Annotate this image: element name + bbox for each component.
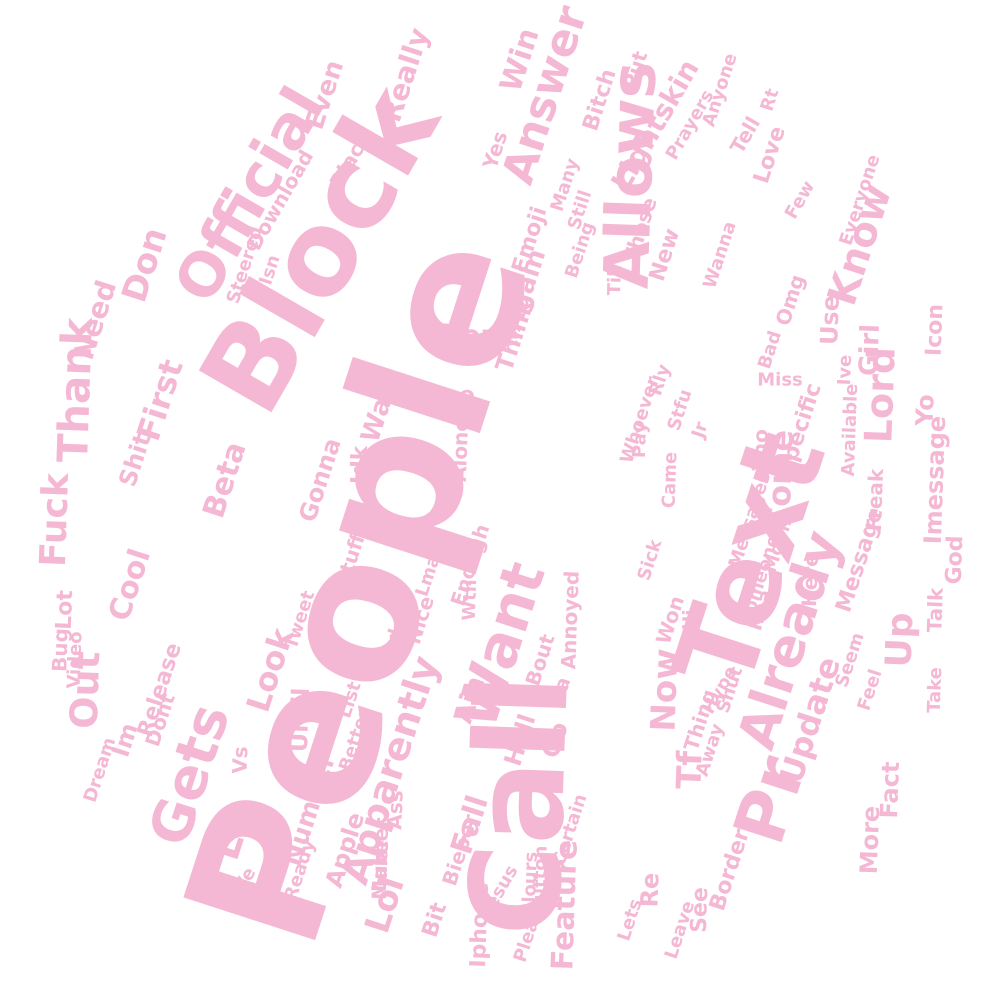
word-jr: Jr — [687, 419, 712, 442]
word-came: Came — [659, 451, 682, 508]
word-freak: Freak — [862, 468, 888, 532]
word-use: Use — [815, 294, 845, 345]
word-till: Till — [604, 264, 626, 296]
word-phone: Phone — [421, 319, 520, 352]
word-now: Now — [644, 648, 687, 733]
word-iphone: Iphone — [466, 882, 494, 968]
word-up: Up — [879, 612, 922, 668]
word-wth: Wth — [459, 579, 481, 621]
word-imessage: Imessage — [919, 415, 951, 544]
word-video: Video — [64, 631, 87, 689]
word-talk: Talk — [922, 587, 948, 633]
word-lord: Lord — [856, 346, 903, 444]
word-take: Take — [924, 667, 947, 714]
word-rly: Rly — [645, 361, 675, 398]
word-more: More — [855, 805, 885, 874]
word-wanna: Wanna — [699, 219, 740, 291]
word-allows: Allows — [590, 60, 671, 290]
word-make: Make — [367, 840, 393, 901]
word-don: Don — [114, 223, 175, 307]
word-god: God — [942, 535, 969, 585]
word-see: See — [687, 887, 714, 934]
word-annoyed: Annoyed — [556, 570, 583, 669]
word-call: Call — [443, 672, 597, 939]
word-lot: Lot — [52, 589, 78, 630]
word-rt: Rt — [757, 86, 784, 114]
word-icon: Icon — [922, 304, 949, 357]
word-out: Out — [62, 650, 109, 729]
word-feature: Feature — [545, 839, 585, 971]
word-omg: Omg — [771, 271, 810, 328]
word-bad: Bad — [754, 328, 786, 371]
word-hope: Hope — [405, 381, 475, 409]
word-yo: Yo — [910, 394, 939, 428]
word-available: Available — [838, 383, 862, 477]
word-bug: Bug — [47, 628, 73, 673]
word-pay: Pay — [629, 421, 651, 458]
word-come: Come — [759, 429, 800, 531]
word-here: Here — [797, 553, 823, 608]
word-girl: Girl — [854, 323, 886, 376]
word-until: Until — [285, 687, 315, 752]
word-few: Few — [781, 177, 819, 222]
word-shit: Shit — [113, 430, 156, 490]
word-ive: Ive — [834, 354, 856, 385]
word-cool: Cool — [102, 545, 158, 626]
word-fuck: Fuck — [33, 471, 77, 567]
word-feel: Feel — [854, 667, 887, 714]
word-first: First — [129, 355, 191, 446]
word-re: Re — [635, 872, 664, 908]
word-thank: Thank — [48, 316, 102, 463]
word-ui: Ui — [679, 609, 701, 631]
word-button: Button — [528, 845, 551, 915]
word-ass: Ass — [382, 790, 407, 830]
word-colours: Colours — [518, 851, 542, 928]
word-sick: Sick — [634, 536, 667, 583]
word-lets: Lets — [613, 896, 646, 943]
word-miss: Miss — [757, 370, 803, 391]
word-tf: Tf — [669, 749, 710, 790]
word-idk: Idk — [347, 444, 373, 485]
word-tho: Tho — [747, 429, 772, 471]
word-beta: Beta — [196, 438, 253, 523]
word-border: Border — [705, 826, 755, 914]
word-luther: Luther — [367, 817, 394, 892]
word-fact: Fact — [875, 761, 905, 819]
word-dream: Dream — [80, 735, 121, 805]
word-alone: Alone — [447, 418, 473, 483]
word-vs: Vs — [228, 746, 253, 774]
word-answer: Answer — [492, 0, 597, 190]
